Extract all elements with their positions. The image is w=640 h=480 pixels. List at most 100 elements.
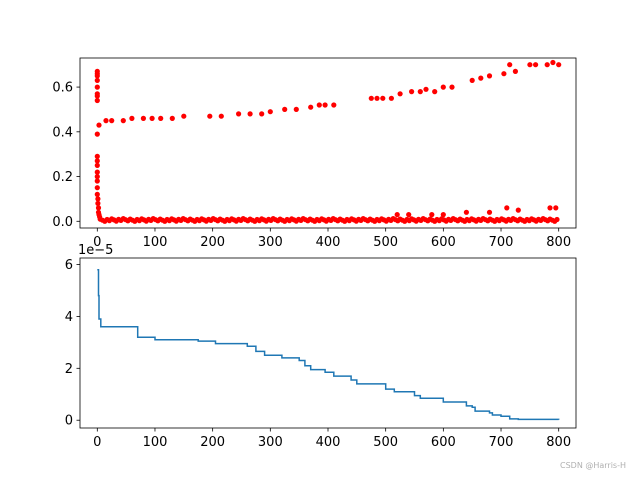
scatter-point — [94, 153, 100, 159]
scatter-point — [94, 191, 100, 197]
scatter-point — [512, 68, 519, 74]
scatter-point — [527, 62, 533, 68]
line-series — [97, 268, 560, 421]
scatter-point — [158, 115, 164, 121]
scatter-point — [449, 84, 455, 90]
scatter-point — [218, 113, 224, 119]
scatter-point — [103, 118, 109, 124]
scatter-point — [207, 113, 213, 119]
scatter-point — [368, 95, 374, 101]
x-tick-label: 600 — [431, 435, 456, 450]
scatter-point — [469, 77, 475, 83]
scatter-point — [316, 102, 322, 108]
x-tick-label: 100 — [143, 235, 168, 250]
x-tick-label: 300 — [258, 435, 283, 450]
scatter-point — [533, 62, 539, 68]
y-tick-label: 0.2 — [52, 170, 73, 185]
scatter-point — [259, 111, 265, 117]
scatter-point — [322, 102, 328, 108]
scatter-point — [95, 196, 101, 202]
scatter-point — [406, 212, 412, 218]
scatter-point — [94, 178, 100, 184]
scatter-point — [129, 115, 135, 121]
y-tick-label: 4 — [65, 310, 73, 325]
scatter-point — [308, 104, 314, 110]
scatter-point — [440, 212, 446, 218]
scatter-point — [429, 212, 435, 218]
x-tick-label: 0 — [93, 435, 101, 450]
scatter-point — [94, 93, 100, 99]
scatter-point — [94, 131, 100, 137]
scatter-point — [94, 84, 100, 90]
scatter-point — [556, 62, 562, 68]
scatter-point — [169, 115, 175, 121]
scatter-point — [478, 75, 484, 81]
x-tick-label: 100 — [143, 435, 168, 450]
x-tick-label: 800 — [546, 235, 571, 250]
scatter-point — [501, 71, 507, 77]
scatter-point — [267, 109, 273, 115]
scatter-point — [94, 174, 100, 180]
scatter-point — [236, 111, 242, 117]
y-tick-label: 0 — [65, 414, 73, 429]
scatter-point — [282, 106, 288, 112]
scatter-point — [380, 95, 386, 101]
scatter-point — [432, 89, 438, 95]
scatter-point — [94, 169, 100, 175]
scatter-point — [149, 115, 155, 121]
scatter-point — [515, 207, 521, 213]
scatter-point — [486, 73, 493, 79]
axes-frame — [79, 57, 577, 229]
x-tick-label: 500 — [373, 235, 398, 250]
scatter-point — [504, 205, 510, 211]
x-tick-label: 300 — [258, 235, 283, 250]
scatter-point — [94, 185, 100, 191]
scatter-point — [544, 62, 550, 68]
scatter-point — [507, 62, 513, 68]
scatter-point — [463, 209, 469, 215]
x-tick-label: 400 — [316, 435, 341, 450]
scatter-point — [96, 122, 102, 128]
x-tick-label: 700 — [489, 435, 514, 450]
scatter-point — [94, 97, 100, 104]
x-tick-label: 700 — [489, 235, 514, 250]
x-tick-label: 500 — [373, 435, 398, 450]
x-tick-label: 800 — [546, 435, 571, 450]
scatter-point — [247, 111, 253, 117]
y-tick-label: 0.4 — [52, 125, 73, 140]
scatter-point — [140, 115, 146, 121]
scatter-point — [95, 205, 102, 211]
scatter-point — [94, 158, 100, 164]
y-tick-label: 6 — [65, 258, 73, 273]
y-tick-label: 0.6 — [52, 81, 73, 96]
scatter-point — [94, 162, 100, 168]
axes-frame — [79, 257, 577, 429]
scatter-point — [181, 113, 187, 119]
scatter-point — [397, 91, 403, 97]
x-tick-label: 200 — [200, 435, 225, 450]
y-tick-label: 0.0 — [52, 215, 73, 230]
scatter-point — [550, 59, 556, 66]
scatter-point — [417, 89, 423, 95]
scatter-point — [293, 106, 299, 112]
scatter-point — [409, 89, 415, 95]
scatter-point — [94, 77, 100, 83]
x-tick-label: 0 — [93, 235, 101, 250]
scatter-point — [120, 118, 126, 124]
x-tick-label: 600 — [431, 235, 456, 250]
scatter-point — [374, 95, 380, 101]
x-tick-label: 200 — [200, 235, 225, 250]
scatter-point — [486, 209, 493, 215]
scatter-point — [553, 205, 559, 211]
scatter-point — [547, 205, 553, 211]
scatter-point — [554, 216, 560, 223]
y-scale-offset-label: 1e−5 — [78, 243, 113, 258]
scatter-point — [388, 95, 394, 101]
bottom-line-axes: 1e−5 0 100 200 300 400 500 600 700 800 0 2 4 6 — [65, 243, 577, 450]
y-tick-label: 2 — [65, 362, 73, 377]
scatter-point — [394, 212, 400, 218]
scatter-point — [440, 84, 446, 90]
watermark-text: CSDN @Harris-H — [560, 461, 626, 470]
scatter-point — [95, 200, 101, 206]
